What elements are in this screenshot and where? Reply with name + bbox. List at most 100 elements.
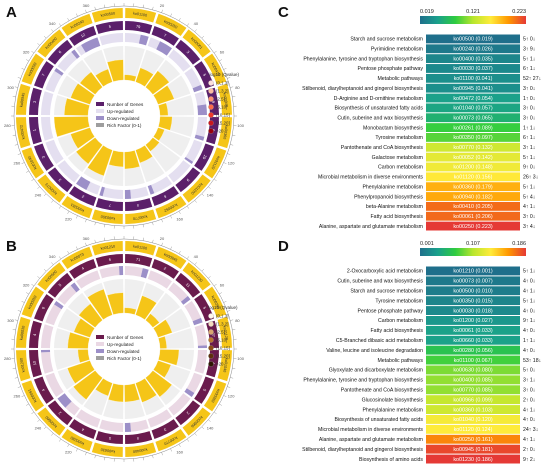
legend-item-label: Rich Factor (0-1) [107,123,142,128]
scale-tick-label: 260 [14,160,21,165]
scale-tick [227,77,231,79]
pathway-id-label: ko01200 (0.148) [453,165,492,171]
gene-count-segment [29,350,42,378]
up-regulated-segment [130,419,149,432]
enrichment-table-d: 0.001 0.107 0.186 2-Oxocarboxylic acid meta… [302,241,541,464]
rich-factor-bar [135,67,154,87]
scale-tick [14,377,18,379]
rich-factor-bar [153,360,172,378]
rich-factor-bar [158,102,169,116]
gene-count-segment [47,167,73,193]
pathway-bar [426,93,520,103]
regulation-counts: 3↑ 0↓ [523,388,535,394]
pathway-id-label: ko01100 (0.041) [454,76,493,82]
pathway-id-label: ko00770 [133,214,148,220]
scale-tick [170,246,172,250]
up-regulated-segment [99,266,120,279]
scale-tick [142,224,144,228]
pathway-id-label: ko00030 (0.037) [453,66,492,72]
colorbar-tick-label: 0.121 [466,9,480,15]
scale-tick-label: 100 [237,356,244,361]
gene-count-label: 3 [58,178,62,182]
pathway-id-label: ko00350 (0.015) [453,298,492,304]
qvalue-scale-label: (15,20] [216,354,230,359]
scale-tick [227,386,231,388]
scale-tick [37,43,40,46]
regulation-counts: 4↑ 1↓ [523,204,535,210]
regulation-counts: 2↑ 0↓ [523,447,535,453]
pathway-bar [426,83,520,93]
pathway-bar [426,54,520,64]
gene-count-segment [69,259,97,279]
rich-factor-background [124,46,145,82]
pathway-name: Pantothenate and CoA biosynthesis [341,388,424,394]
rich-factor-bar [135,145,153,164]
pathway-segment [217,350,232,382]
pathway-name: Valine, leucine and isoleucine degradati… [326,348,423,354]
up-regulated-segment [124,33,141,44]
gene-count-label: 6 [109,258,112,262]
pathway-segment [37,29,66,58]
rich-factor-bar [79,71,103,95]
pathway-name: Phenylalanine metabolism [362,184,423,190]
legend-swatch [96,109,104,113]
gene-count-segment [125,198,153,211]
pathway-bar [426,385,520,395]
gene-count-segment [47,400,73,426]
scale-tick [43,193,47,197]
scale-tick [59,205,62,209]
scale-tick [194,200,197,203]
down-regulated-segment [140,268,149,279]
scale-tick [201,193,205,197]
down-regulated-segment [192,317,203,326]
pathway-bar [426,316,520,325]
pathway-name: Glyoxylate and dicarboxylate metabolism [329,368,423,374]
regulation-counts: 5↑ 0↓ [523,37,535,43]
rich-factor-bar [145,313,160,328]
regulation-counts: 3↑ 0↓ [523,86,535,92]
pathway-name: Phenylpropanoid biosynthesis [354,194,423,200]
scale-tick [21,301,25,303]
pathway-id-label: ko00400 (0.035) [453,56,492,62]
legend-swatch [96,123,104,127]
scale-tick [51,29,54,32]
scale-tick [219,170,222,173]
up-regulated-segment [65,401,80,416]
scale-tick [208,419,211,422]
regulation-counts: 9↑ 1↓ [523,318,535,324]
qvalue-scale-label: (10,15] [216,113,230,118]
regulation-counts: 53↑ 18↓ [523,358,541,364]
scale-tick [178,251,181,254]
up-regulated-segment [168,49,191,72]
center-disc [89,314,159,384]
regulation-counts: 5↑ 1↓ [523,155,535,161]
gene-count-label: 2 [81,194,85,199]
gene-count-label: 9 [211,101,215,104]
rich-factor-background [158,328,194,349]
regulation-counts: 4↑ 1↓ [523,407,535,413]
scale-tick [94,239,96,243]
up-regulated-segment [76,44,86,56]
down-regulated-segment [194,134,205,141]
pathway-id-label: ko01040 (0.057) [453,106,492,112]
scale-tick [208,186,211,189]
gene-count-label: 12 [80,33,86,38]
qvalue-legend-title: -log10 (Qvalue) [208,72,240,77]
scale-tick [178,18,181,21]
pathway-id-label: ko00360 (0.103) [453,407,492,413]
rich-factor-bar [107,292,124,315]
up-regulated-segment [41,116,54,141]
scale-tick-label: 200 [101,229,108,230]
gene-count-segment [194,143,214,171]
pathway-bar [426,395,520,405]
pathway-segment [16,350,31,382]
legend-item-label: Number of Genes [107,102,144,107]
pathway-segment [61,428,93,452]
pathway-bar [426,113,520,123]
scale-tick [67,444,70,447]
pathway-bar [426,142,520,152]
scale-tick [51,433,54,436]
pathway-id-label: ko00945 [163,252,178,262]
scale-tick [142,457,144,461]
scale-tick [186,438,189,442]
